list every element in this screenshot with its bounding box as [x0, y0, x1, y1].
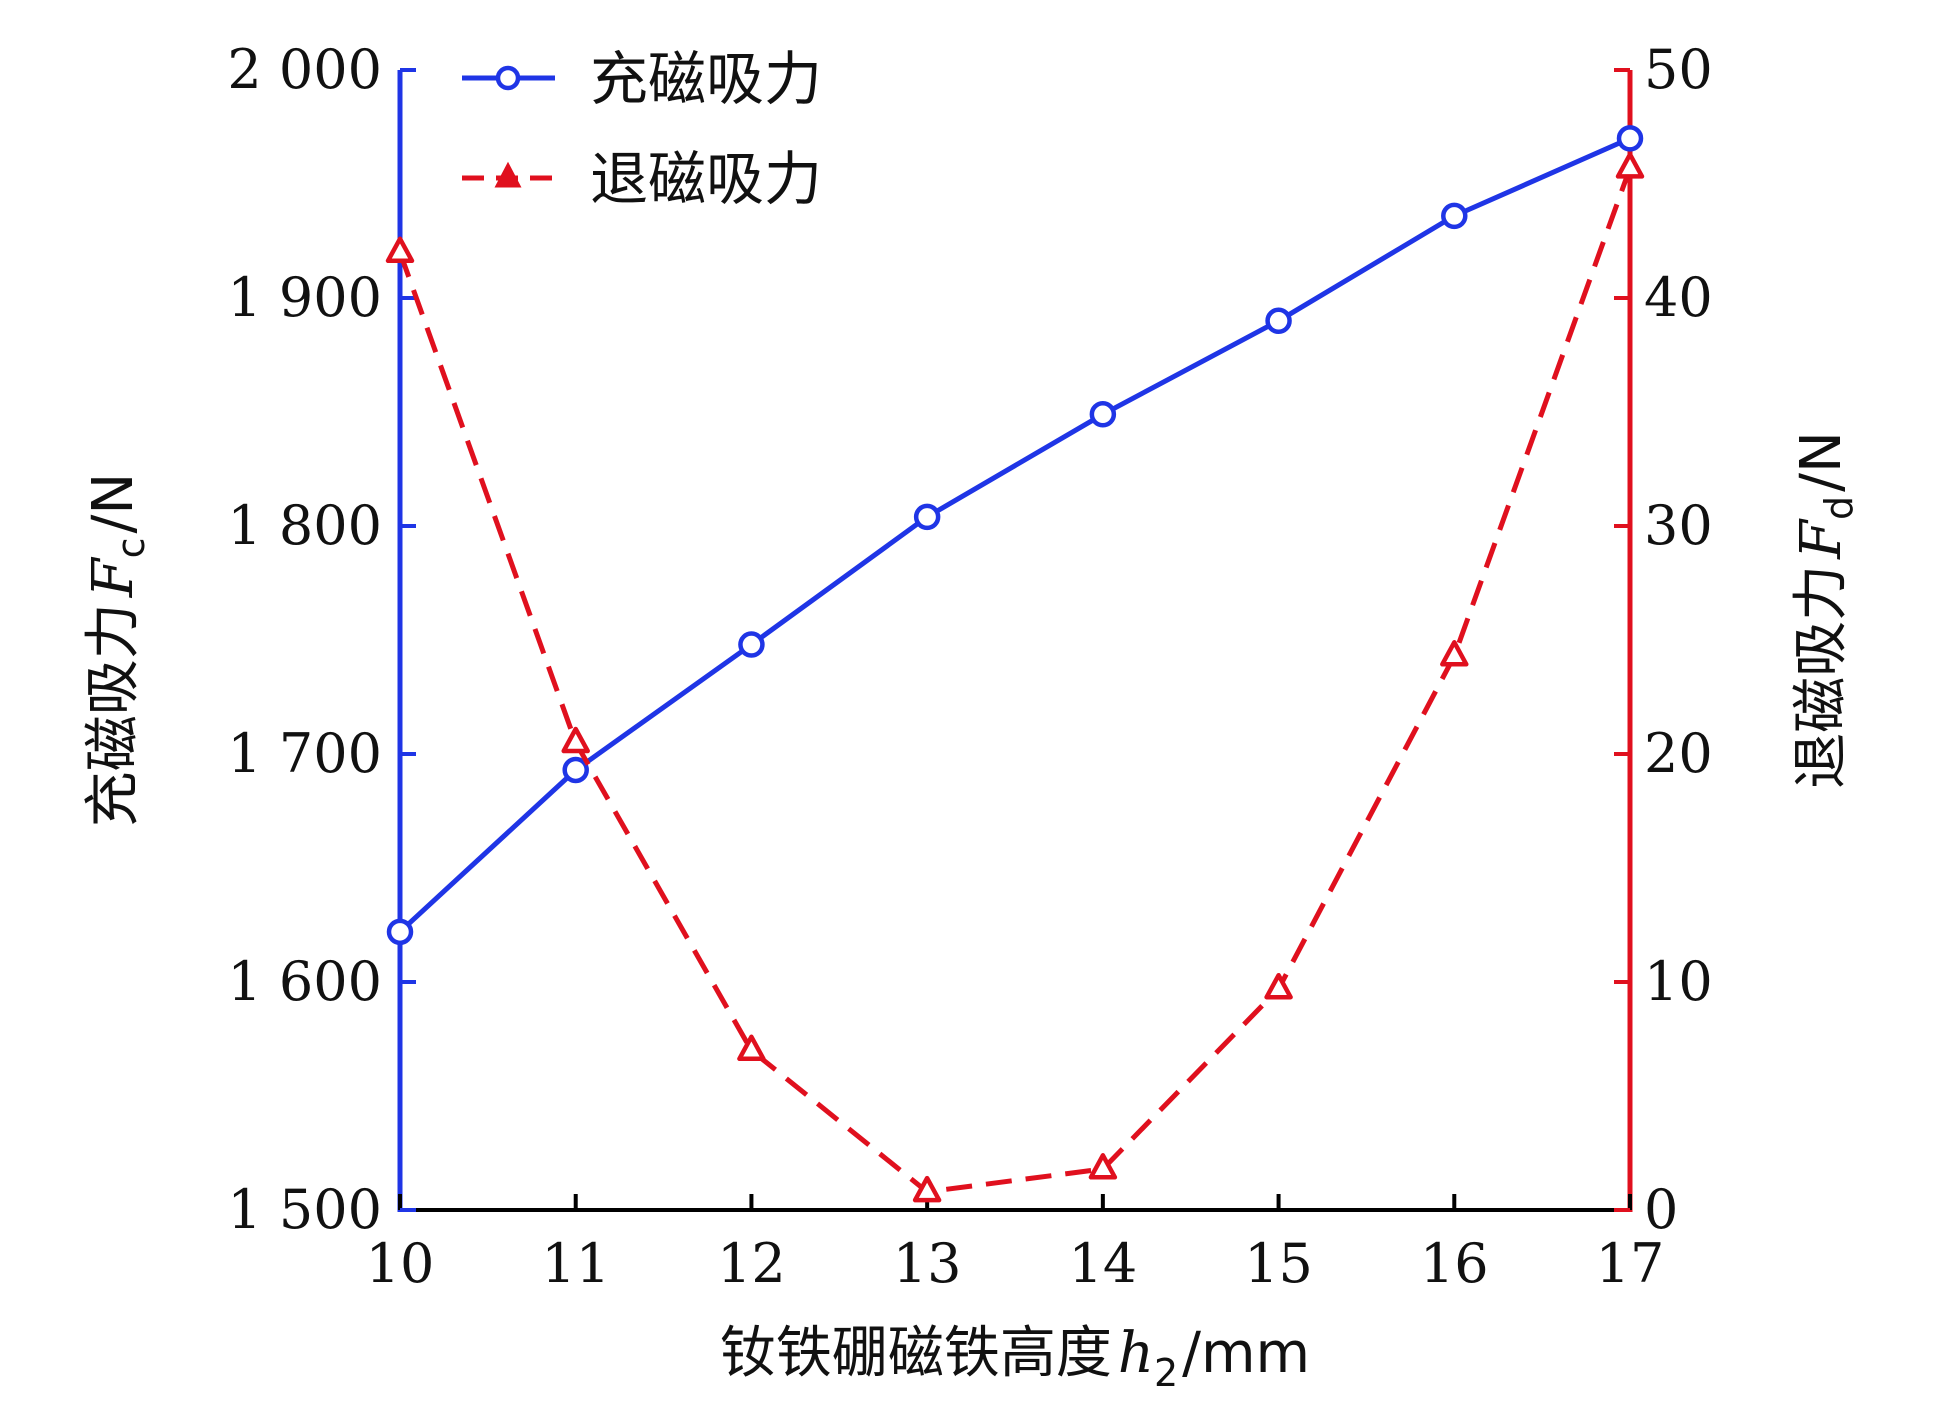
y-left-tick-label-2000: 2 000: [227, 38, 382, 101]
series-line-1: [398, 136, 1632, 934]
y-left-tick-label-1800: 1 800: [227, 494, 382, 557]
series-group: [385, 125, 1645, 1203]
y-left-axis-title-unit: /N: [81, 473, 146, 534]
series-2-point-11: [561, 726, 590, 754]
series-1-point-14: [1089, 401, 1117, 428]
series-1-point-12: [738, 631, 765, 658]
series-line-2: [397, 167, 1633, 1195]
y-right-tick-label-40: 40: [1644, 266, 1713, 329]
y-right-tick-label-0: 0: [1644, 1178, 1678, 1241]
series-2-point-12: [737, 1034, 766, 1062]
y-right-axis-title: 退磁吸力 Fd/N: [1789, 431, 1861, 789]
y-left-tick-label-1500: 1 500: [227, 1178, 382, 1241]
y-right-tick-label-20: 20: [1644, 722, 1713, 785]
y-right-axis-title-text: 退磁吸力: [1789, 565, 1854, 789]
axes-group: [397, 68, 1633, 1212]
y-left-axis-title-var: F: [81, 556, 146, 598]
x-tick-label-17: 17: [1596, 1232, 1665, 1295]
series-2-point-10: [385, 236, 415, 264]
legend-marker-1: [495, 65, 521, 91]
legend-marker-2: [494, 161, 522, 188]
series-1-point-11: [562, 756, 589, 784]
series-2-point-13: [912, 1175, 942, 1203]
series-2-point-16: [1440, 640, 1469, 667]
x-axis-title: 钕铁硼磁铁高度 h2/mm: [720, 1321, 1310, 1395]
x-axis-title-text: 钕铁硼磁铁高度: [720, 1321, 1112, 1386]
x-tick-label-11: 11: [541, 1232, 610, 1295]
series-2-point-17: [1615, 152, 1645, 179]
x-axis-title-sub: 2: [1154, 1351, 1178, 1395]
y-left-tick-label-1600: 1 600: [227, 950, 382, 1013]
x-tick-label-14: 14: [1068, 1232, 1137, 1295]
y-right-axis-title-unit: /N: [1789, 431, 1854, 492]
x-tick-label-16: 16: [1420, 1232, 1489, 1295]
series-2-point-14: [1088, 1153, 1118, 1180]
legend-label-2: 退磁吸力: [590, 145, 822, 213]
legend-label-1: 充磁吸力: [590, 45, 822, 113]
x-tick-label-13: 13: [893, 1232, 962, 1295]
y-right-axis-title-sub: d: [1817, 496, 1861, 520]
y-left-tick-label-1700: 1 700: [227, 722, 382, 785]
y-left-tick-label-1900: 1 900: [227, 266, 382, 329]
axis-titles-group: 钕铁硼磁铁高度 h2/mm 充磁吸力 Fc/N 退磁吸力 Fd/N: [81, 431, 1861, 1395]
y-left-axis-title-sub: c: [109, 538, 153, 559]
x-tick-label-12: 12: [717, 1232, 786, 1295]
x-tick-label-15: 15: [1244, 1232, 1313, 1295]
y-left-axis-title: 充磁吸力 Fc/N: [81, 473, 153, 828]
y-right-tick-label-30: 30: [1644, 494, 1713, 557]
y-left-axis-title-text: 充磁吸力: [81, 603, 146, 827]
series-1-point-13: [913, 503, 941, 531]
x-axis-title-var: h: [1118, 1321, 1154, 1386]
y-right-tick-label-10: 10: [1644, 950, 1713, 1013]
series-1-point-10: [386, 918, 414, 946]
y-right-tick-label-50: 50: [1644, 38, 1713, 101]
series-1-point-15: [1265, 307, 1292, 335]
series-2-point-15: [1264, 972, 1293, 1000]
tick-labels-group: 10 11 12 13 14 15 16 17 1 500 1 600 1 700 1 800 1 90…: [227, 38, 1712, 1295]
x-tick-label-10: 10: [366, 1232, 435, 1295]
series-1-point-17: [1616, 125, 1644, 152]
x-axis-title-unit: /mm: [1182, 1321, 1310, 1386]
series-1-point-16: [1441, 202, 1468, 230]
y-right-axis-title-var: F: [1789, 518, 1854, 560]
